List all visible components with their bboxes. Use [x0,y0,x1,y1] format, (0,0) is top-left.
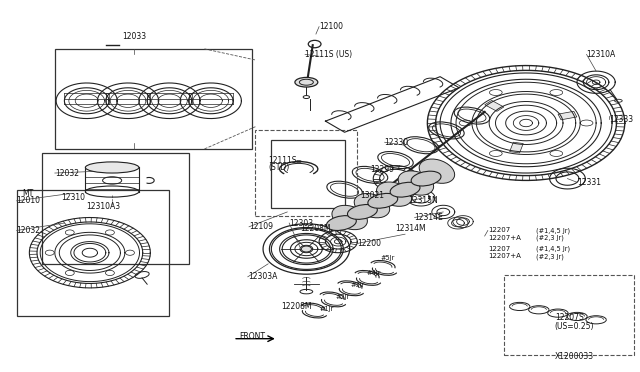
Text: 12207+A: 12207+A [488,235,521,241]
Text: 12032: 12032 [17,226,40,235]
Ellipse shape [376,182,412,206]
Text: 12111S (US): 12111S (US) [305,50,352,59]
Text: 12208M: 12208M [281,302,312,311]
Text: 12310: 12310 [61,193,85,202]
Bar [504,275,634,355]
Bar [484,100,504,111]
Bar [509,142,524,153]
Bar [558,111,577,120]
Ellipse shape [301,246,312,252]
Text: 12331: 12331 [577,178,601,187]
Text: 12303: 12303 [289,219,314,228]
Bar [55,49,252,149]
Ellipse shape [411,171,441,186]
Text: MT: MT [22,189,33,198]
Text: 12010: 12010 [17,196,40,205]
Text: (STD): (STD) [268,163,289,172]
Text: 12111S: 12111S [268,155,297,164]
Text: 12315N: 12315N [408,196,438,205]
Bar [255,131,357,216]
Text: 12314M: 12314M [396,224,426,233]
Text: 12333: 12333 [609,115,633,124]
Ellipse shape [419,159,454,183]
Text: #2Jr: #2Jr [335,294,349,300]
Text: 12299: 12299 [370,165,394,174]
Text: 12033: 12033 [122,32,147,41]
Bar [17,190,170,316]
Text: #1Jr: #1Jr [319,306,333,312]
Text: 12208M: 12208M [300,224,330,233]
Text: 12314E: 12314E [415,213,444,222]
Text: 12330: 12330 [385,138,409,147]
Text: 12207S: 12207S [555,313,584,322]
Ellipse shape [368,193,397,208]
Text: 12100: 12100 [319,22,343,31]
Text: (US=0.25): (US=0.25) [555,322,594,331]
Ellipse shape [332,205,367,230]
Text: 12032: 12032 [55,169,79,177]
Text: (#1,4,5 Jr): (#1,4,5 Jr) [536,246,570,252]
Text: 12109: 12109 [249,222,273,231]
Text: X1200033: X1200033 [555,352,594,361]
Ellipse shape [326,216,356,231]
Text: 12303A: 12303A [248,272,277,281]
Text: (#2,3 Jr): (#2,3 Jr) [536,253,563,260]
Text: 12310A3: 12310A3 [86,202,121,211]
Bar [271,140,344,208]
Text: #4Jr: #4Jr [367,270,381,276]
Text: 12207: 12207 [488,246,510,252]
Text: #3Jr: #3Jr [351,282,365,288]
Ellipse shape [398,171,434,195]
Ellipse shape [348,205,378,219]
Bar [42,153,189,264]
Text: (#1,4,5 Jr): (#1,4,5 Jr) [536,227,570,234]
Text: 12200: 12200 [357,239,381,248]
Text: (#2,3 Jr): (#2,3 Jr) [536,235,563,241]
Ellipse shape [390,182,420,197]
Text: FRONT: FRONT [239,331,265,341]
Ellipse shape [354,193,390,218]
Text: 12207: 12207 [488,227,510,234]
Text: #5Jr: #5Jr [381,255,396,261]
Text: 12310A: 12310A [586,50,616,59]
Text: 12207+A: 12207+A [488,253,521,259]
Text: 13021: 13021 [360,191,385,200]
Ellipse shape [295,77,318,87]
Ellipse shape [85,162,139,173]
